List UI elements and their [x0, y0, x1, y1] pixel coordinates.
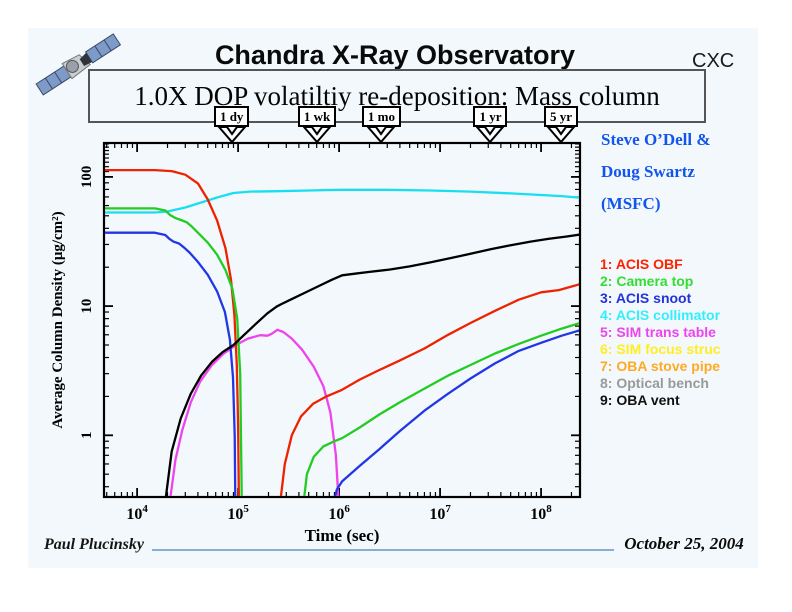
x-tick-label: 104	[126, 503, 148, 523]
legend-item: 6: SIM focus struc	[600, 341, 721, 357]
curves	[105, 168, 579, 496]
footer-date: October 25, 2004	[624, 534, 744, 553]
x-tick-label: 106	[328, 503, 350, 523]
curve-acis-snoot	[334, 329, 579, 496]
x-tick-label: 105	[227, 503, 249, 523]
x-tick-label: 108	[530, 503, 552, 523]
curve-acis-collimator	[105, 188, 579, 214]
legend-item: 9: OBA vent	[600, 392, 680, 408]
legend-item: 8: Optical bench	[600, 375, 709, 391]
axis-ticks	[104, 143, 580, 497]
down-arrow-icon	[302, 126, 333, 143]
y-tick-label: 10	[79, 299, 95, 314]
curve-camera-top	[105, 207, 243, 496]
time-marker-5-yr: 5 yr	[533, 106, 589, 143]
curve-acis-snoot	[105, 231, 237, 496]
curve-oba-vent	[164, 233, 579, 496]
time-marker-label: 1 mo	[361, 106, 401, 127]
x-tick-label: 107	[429, 503, 451, 523]
legend-item: 4: ACIS collimator	[600, 307, 721, 323]
legend-item: 2: Camera top	[600, 273, 694, 289]
y-axis-title: Average Column Density (μg/cm²)	[50, 211, 66, 428]
down-arrow-icon	[475, 126, 506, 143]
credit-line-2: Doug Swartz	[601, 162, 695, 181]
time-marker-1-dy: 1 dy	[204, 106, 260, 143]
down-arrow-icon	[546, 126, 577, 143]
curve-acis-obf	[105, 168, 240, 496]
chandra-satellite-icon	[35, 33, 122, 96]
down-arrow-icon	[366, 126, 397, 143]
time-marker-1-wk: 1 wk	[289, 106, 345, 143]
legend-item: 7: OBA stove pipe	[600, 358, 721, 374]
time-marker-label: 5 yr	[544, 106, 579, 127]
plot-frame	[102, 141, 582, 499]
time-marker-1-mo: 1 mo	[353, 106, 409, 143]
footer-rule	[152, 549, 614, 551]
curve-acis-obf	[279, 283, 579, 496]
credit-line-1: Steve O’Dell &	[601, 130, 711, 149]
y-tick-label: 100	[79, 166, 95, 189]
footer-author: Paul Plucinsky	[44, 536, 145, 553]
credit-block: Steve O’Dell & Doug Swartz (MSFC)	[601, 130, 711, 226]
time-marker-label: 1 wk	[297, 106, 337, 127]
y-tick-label: 1	[79, 432, 95, 440]
legend-item: 1: ACIS OBF	[600, 256, 683, 272]
down-arrow-icon	[216, 126, 247, 143]
curve-camera-top	[303, 322, 579, 496]
legend-item: 3: ACIS snoot	[600, 290, 692, 306]
credit-line-3: (MSFC)	[601, 194, 661, 213]
time-marker-label: 1 dy	[213, 106, 250, 127]
chart-legend: 1: ACIS OBF 2: Camera top 3: ACIS snoot 4: …	[600, 256, 721, 409]
x-axis-title: Time (sec)	[305, 526, 380, 545]
org-label: CXC	[692, 50, 735, 72]
page-title: Chandra X-Ray Observatory	[214, 40, 576, 70]
legend-item: 5: SIM trans table	[600, 324, 716, 340]
curve-sim-trans-table	[169, 328, 340, 496]
time-marker-1-yr: 1 yr	[462, 106, 518, 143]
time-marker-label: 1 yr	[473, 106, 508, 127]
